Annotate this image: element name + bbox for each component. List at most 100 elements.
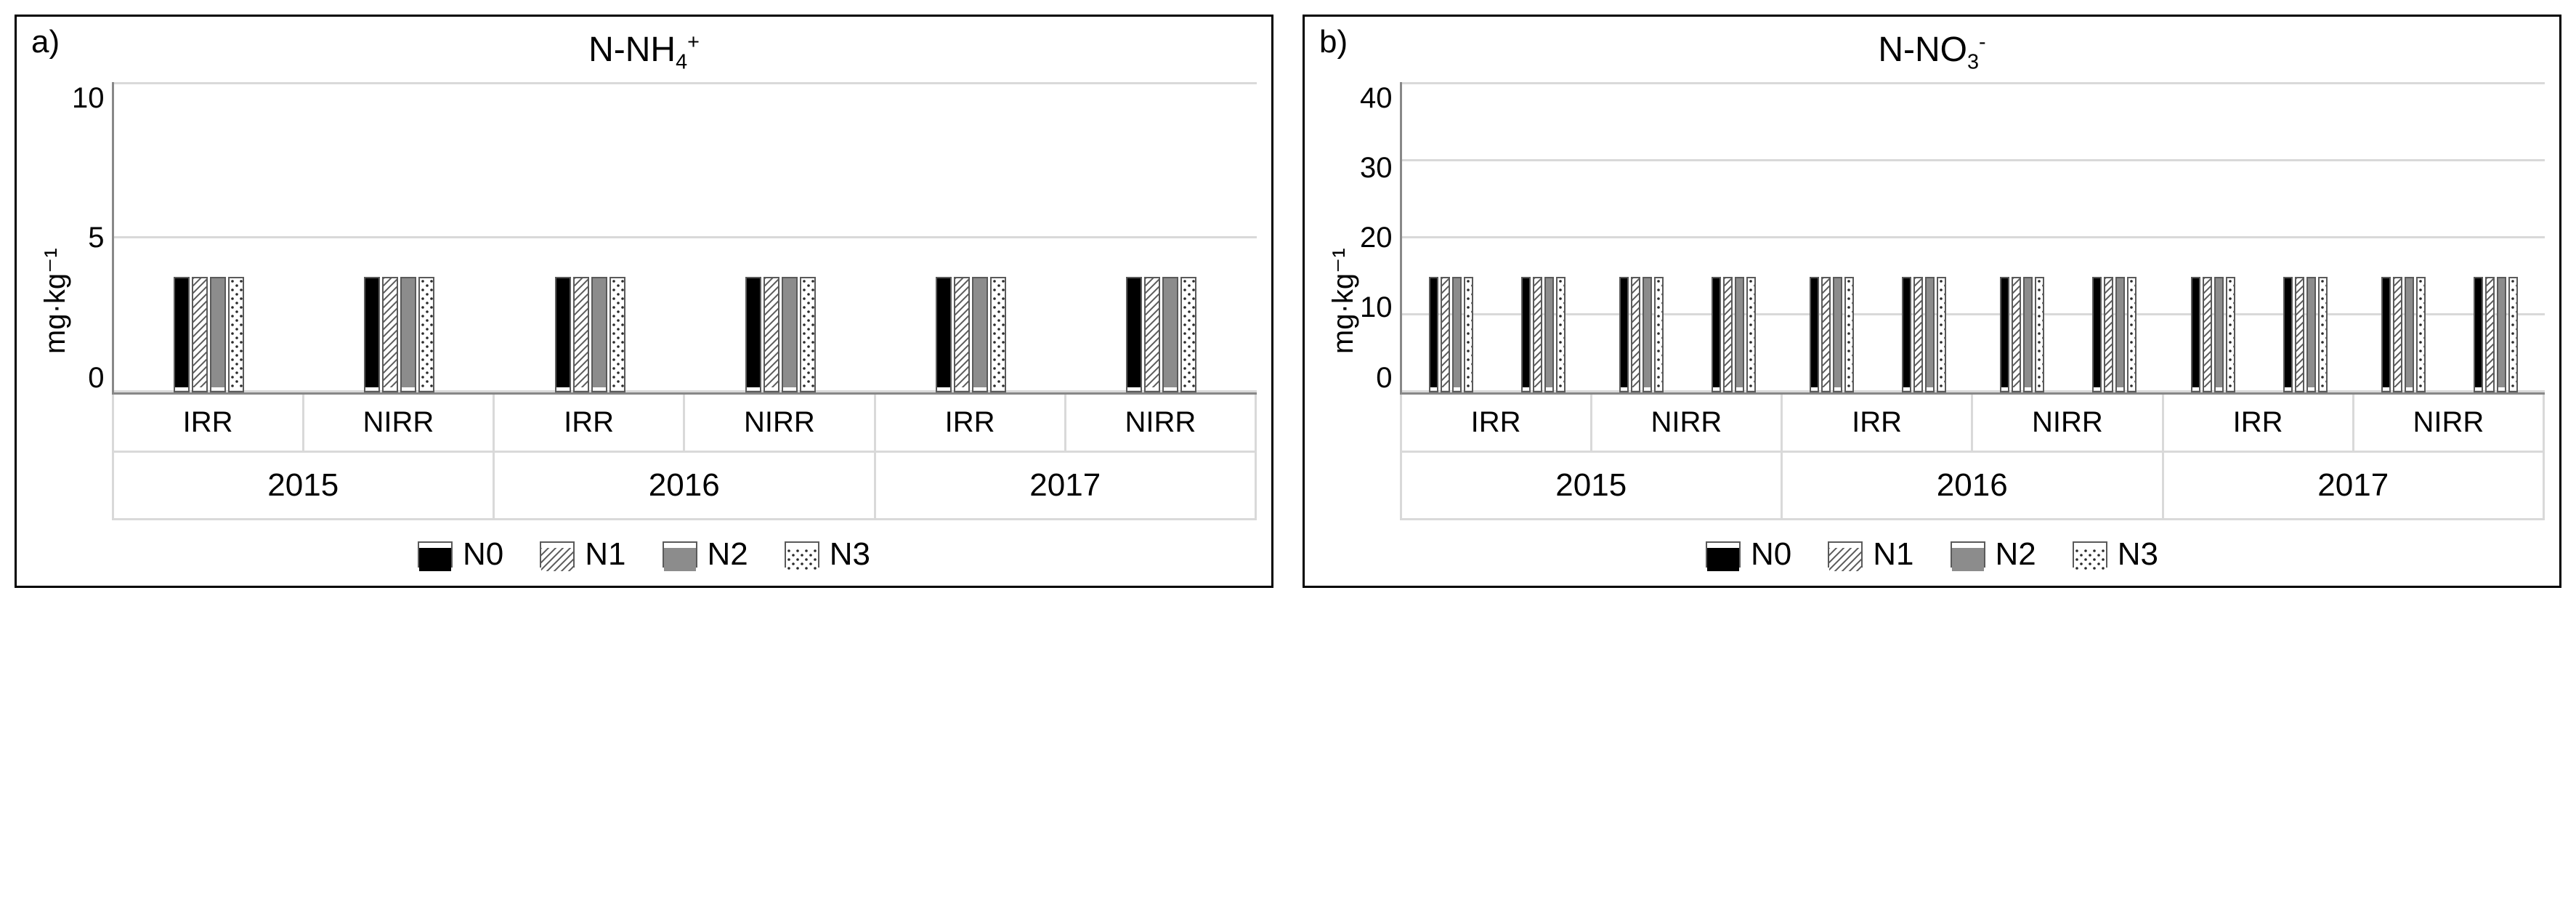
bar-N2 (210, 277, 226, 392)
bar-N1 (573, 277, 589, 392)
bar-N2 (782, 277, 798, 392)
bar-N0 (1619, 277, 1629, 392)
panel-a-bars (114, 82, 1257, 392)
panel-b-plot (1400, 82, 2545, 395)
bar-N3 (609, 277, 625, 392)
panel-a: a) N-NH4+ mg·kg⁻¹ 1050 IRRNIRRIRRNIRRIRR… (15, 15, 1273, 588)
bar-N0 (1126, 277, 1142, 392)
bar-N2 (2497, 277, 2506, 392)
bar-N1 (1631, 277, 1640, 392)
panel-b-title: N-NO3- (1319, 30, 2545, 75)
bar-N3 (228, 277, 244, 392)
bar-N0 (1521, 277, 1531, 392)
bar-N0 (1712, 277, 1721, 392)
bar-N3 (2127, 277, 2136, 392)
bar-N0 (2474, 277, 2483, 392)
panel-a-xlab1: IRRNIRRIRRNIRRIRRNIRR (112, 395, 1257, 453)
bar-N2 (400, 277, 416, 392)
bar-N0 (2092, 277, 2102, 392)
bar-N1 (2485, 277, 2495, 392)
bar-N0 (1902, 277, 1911, 392)
bar-N3 (1937, 277, 1946, 392)
bar-N1 (1913, 277, 1923, 392)
bar-N1 (382, 277, 398, 392)
bar-N2 (591, 277, 607, 392)
bar-N3 (2508, 277, 2518, 392)
bar-N2 (972, 277, 988, 392)
bar-N3 (800, 277, 816, 392)
legend-item-N3: N3 (2073, 536, 2158, 573)
legend-item-N0: N0 (418, 536, 503, 573)
panel-a-plot (112, 82, 1257, 395)
panel-a-title: N-NH4+ (31, 30, 1257, 75)
bar-N3 (1464, 277, 1473, 392)
panel-a-letter: a) (31, 24, 60, 60)
bar-N3 (2226, 277, 2235, 392)
bar-N3 (2318, 277, 2328, 392)
panel-a-yticks: 1050 (72, 82, 112, 395)
panel-a-legend: N0 N1 N2 N3 (31, 536, 1257, 573)
panel-b: b) N-NO3- mg·kg⁻¹ 403020100 IRRNIRRIRRNI… (1303, 15, 2561, 588)
panel-b-legend: N0 N1 N2 N3 (1319, 536, 2545, 573)
bar-N2 (2023, 277, 2033, 392)
bar-N1 (1723, 277, 1733, 392)
bar-N0 (2283, 277, 2293, 392)
bar-N1 (1821, 277, 1831, 392)
chart-container: a) N-NH4+ mg·kg⁻¹ 1050 IRRNIRRIRRNIRRIRR… (0, 0, 2576, 602)
bar-N3 (1556, 277, 1566, 392)
bar-N2 (1735, 277, 1744, 392)
bar-N1 (1441, 277, 1450, 392)
panel-a-xlab2: 201520162017 (112, 453, 1257, 520)
bar-N2 (1162, 277, 1178, 392)
bar-N2 (1833, 277, 1842, 392)
panel-b-yticks: 403020100 (1360, 82, 1400, 395)
legend-item-N2: N2 (1951, 536, 2036, 573)
bar-N1 (1533, 277, 1542, 392)
bar-N2 (2214, 277, 2224, 392)
bar-N0 (2191, 277, 2200, 392)
bar-N3 (1746, 277, 1756, 392)
legend-item-N2: N2 (663, 536, 748, 573)
bar-N0 (745, 277, 761, 392)
bar-N3 (1844, 277, 1854, 392)
panel-b-ylabel: mg·kg⁻¹ (1319, 82, 1360, 520)
bar-N2 (1643, 277, 1652, 392)
bar-N1 (2203, 277, 2212, 392)
bar-N3 (2416, 277, 2426, 392)
legend-item-N1: N1 (1828, 536, 1913, 573)
bar-N3 (2035, 277, 2044, 392)
panel-b-xlab1: IRRNIRRIRRNIRRIRRNIRR (1400, 395, 2545, 453)
bar-N0 (555, 277, 571, 392)
bar-N2 (2306, 277, 2316, 392)
bar-N0 (2000, 277, 2009, 392)
bar-N1 (954, 277, 970, 392)
bar-N0 (174, 277, 190, 392)
bar-N1 (192, 277, 208, 392)
bar-N2 (1925, 277, 1935, 392)
legend-item-N0: N0 (1706, 536, 1791, 573)
bar-N1 (764, 277, 779, 392)
bar-N2 (2115, 277, 2125, 392)
bar-N2 (2405, 277, 2414, 392)
bar-N1 (2295, 277, 2304, 392)
bar-N0 (1429, 277, 1438, 392)
bar-N3 (1654, 277, 1664, 392)
bar-N2 (1452, 277, 1462, 392)
legend-item-N3: N3 (785, 536, 870, 573)
bar-N1 (2104, 277, 2113, 392)
bar-N2 (1544, 277, 1554, 392)
bar-N0 (2381, 277, 2391, 392)
bar-N0 (936, 277, 952, 392)
bar-N3 (418, 277, 434, 392)
bar-N1 (1144, 277, 1160, 392)
panel-b-letter: b) (1319, 24, 1348, 60)
bar-N0 (1810, 277, 1819, 392)
panel-b-xlab2: 201520162017 (1400, 453, 2545, 520)
legend-item-N1: N1 (540, 536, 625, 573)
panel-a-ylabel: mg·kg⁻¹ (31, 82, 72, 520)
bar-N3 (1180, 277, 1196, 392)
bar-N1 (2012, 277, 2021, 392)
bar-N3 (990, 277, 1006, 392)
bar-N1 (2393, 277, 2402, 392)
bar-N0 (364, 277, 380, 392)
